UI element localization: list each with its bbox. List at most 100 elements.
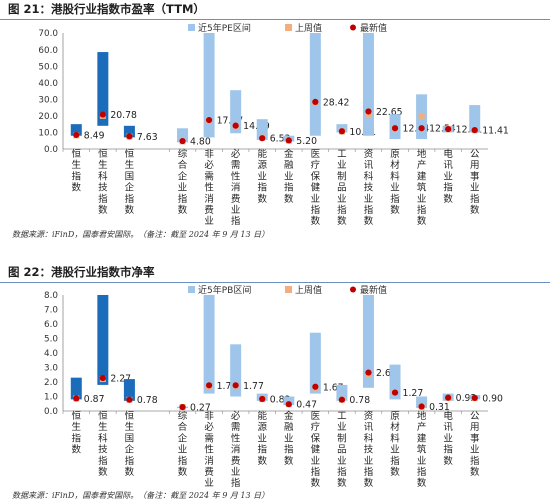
category-label-char: 业	[257, 171, 267, 182]
latest-value-label: 11.41	[482, 126, 509, 137]
latest-value-label: 0.47	[296, 400, 317, 411]
latest-value-label: 10.71	[349, 127, 376, 138]
latest-value-dot	[99, 374, 106, 382]
latest-value-label: 1.27	[403, 388, 424, 399]
category-label-char: 数	[72, 444, 82, 456]
category-label-char: 业	[204, 216, 214, 226]
category-label-char: 健	[311, 444, 321, 456]
category-label-char: 指	[125, 193, 135, 205]
category-label-char: 指	[364, 204, 374, 216]
category-label-char: 需	[204, 171, 214, 182]
category-label-char: 业	[364, 456, 374, 467]
category-label-char: 数	[443, 455, 453, 467]
category-label-char: 指	[178, 193, 188, 205]
category-label-char: 需	[231, 422, 241, 433]
category-label-char: 恒	[125, 410, 135, 422]
category-label-char: 费	[204, 204, 214, 216]
category-label-char: 业	[417, 194, 427, 205]
category-label-char: 原	[390, 411, 400, 422]
category-label-char: 业	[311, 456, 321, 467]
y-tick-label: 5.0	[44, 335, 58, 345]
pe-range-bar	[336, 384, 348, 401]
legend-last-week-swatch	[285, 286, 292, 293]
latest-value-label: 2.27	[110, 374, 131, 385]
category-label-char: 地	[417, 148, 427, 160]
latest-value-dot	[418, 125, 425, 132]
category-label-char: 指	[98, 455, 108, 467]
latest-value-label: 28.42	[323, 97, 350, 108]
category-label-char: 性	[204, 182, 214, 194]
latest-value-dot	[445, 394, 452, 401]
category-label-char: 资	[364, 149, 374, 160]
category-label-char: 生	[72, 159, 82, 171]
figure-21-title: 图 21：港股行业指数市盈率（TTM）	[8, 2, 205, 16]
category-label-char: 资	[364, 411, 374, 422]
latest-value-dot	[418, 403, 425, 410]
category-label-char: 工	[337, 149, 347, 160]
category-label-char: 恒	[98, 410, 108, 422]
figure-21-title-bar: 图 21：港股行业指数市盈率（TTM）	[0, 0, 550, 20]
category-label-char: 数	[178, 204, 188, 216]
category-label-char: 指	[311, 204, 321, 216]
y-tick-label: 10.0	[38, 129, 58, 139]
category-label-char: 指	[417, 204, 427, 216]
category-label-char: 消	[231, 444, 241, 456]
category-label-char: 医	[311, 149, 321, 160]
latest-value-dot	[365, 108, 372, 115]
category-label-char: 业	[311, 194, 321, 205]
latest-value-label: 12.01	[456, 125, 483, 136]
legend-latest-swatch	[350, 24, 356, 31]
category-label-char: 指	[443, 444, 453, 456]
y-tick-label: 40.0	[38, 79, 58, 89]
y-tick-label: 3.0	[44, 364, 58, 374]
category-label-char: 电	[443, 148, 453, 160]
category-label-char: 公	[470, 149, 480, 160]
category-label-char: 数	[178, 466, 188, 478]
latest-value-dot	[99, 111, 106, 118]
category-label-char: 业	[204, 478, 214, 488]
category-label-char: 指	[417, 466, 427, 478]
latest-value-dot	[73, 131, 80, 139]
category-label-char: 指	[364, 466, 374, 478]
category-label-char: 综	[178, 410, 188, 422]
category-label-char: 科	[364, 432, 374, 444]
legend-range-label: 近5年PE区间	[198, 22, 251, 34]
last-week-marker	[418, 112, 425, 119]
latest-value-label: 2.65	[376, 368, 397, 379]
latest-value-dot	[471, 394, 478, 402]
category-label-char: 数	[470, 204, 480, 216]
y-tick-label: 0.0	[44, 145, 58, 155]
category-label-char: 科	[98, 170, 108, 182]
category-label-char: 数	[72, 182, 82, 194]
category-label-char: 源	[257, 422, 267, 433]
category-label-char: 国	[125, 433, 135, 444]
category-label-char: 生	[125, 159, 135, 171]
category-label-char: 必	[204, 421, 214, 433]
pb-ratio-chart: 0.0 1.0 2.0 3.0 4.0 5.0 6.0 7.0 8.0 近5年PB区间 上周值 最新值…	[44, 284, 503, 488]
category-label-char: 品	[337, 183, 347, 194]
y-tick-label: 50.0	[38, 62, 58, 72]
category-label-char: 费	[204, 466, 214, 478]
category-label-char: 企	[178, 432, 188, 444]
y-tick-label: 2.0	[44, 378, 58, 388]
category-label-char: 综	[178, 148, 188, 160]
figure-22-title: 图 22：港股行业指数市净率	[8, 265, 155, 279]
pe-range-bar	[123, 125, 135, 138]
latest-value-dot	[471, 126, 478, 134]
latest-value-dot	[259, 135, 266, 142]
category-label-char: 建	[417, 170, 427, 182]
pe-range-bar	[97, 52, 109, 126]
category-label-char: 指	[231, 215, 241, 226]
pe-range-bar	[362, 295, 374, 388]
latest-value-dot	[365, 369, 372, 376]
latest-value-label: 1.77	[217, 381, 238, 392]
category-label-char: 讯	[364, 422, 374, 433]
latest-value-dot	[391, 125, 399, 132]
category-label-char: 指	[337, 466, 347, 478]
category-label-char: 企	[178, 170, 188, 182]
category-label-char: 业	[364, 194, 374, 205]
latest-value-label: 1.77	[243, 381, 264, 392]
category-label-char: 业	[390, 183, 400, 194]
category-label-char: 金	[284, 148, 294, 160]
category-label-char: 数	[311, 215, 321, 226]
